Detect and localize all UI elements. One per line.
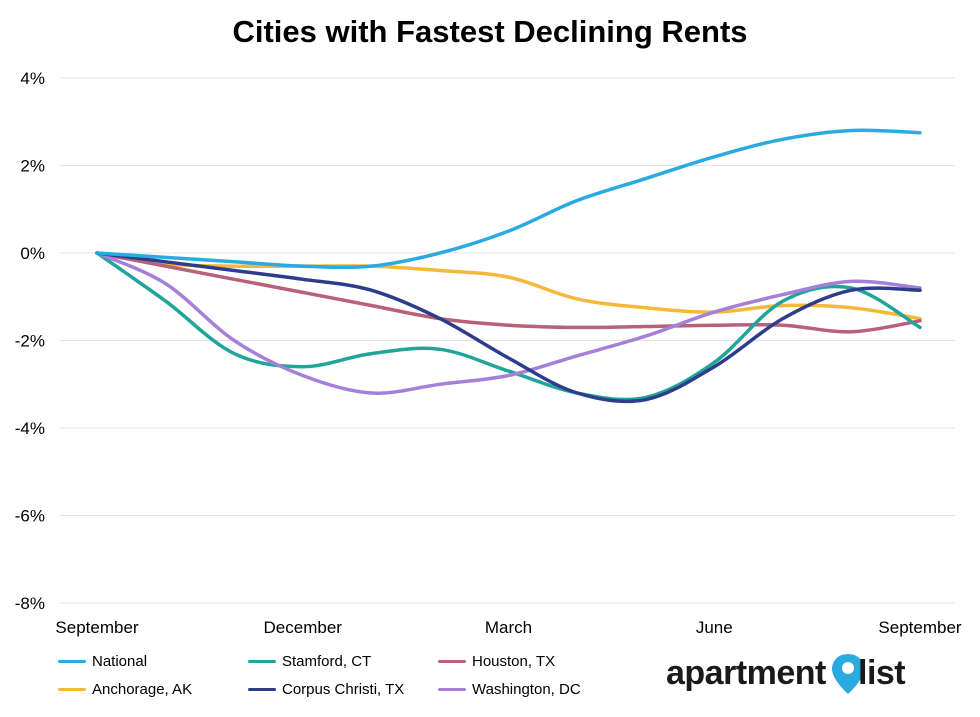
- legend-label-stamford: Stamford, CT: [282, 653, 372, 670]
- y-tick-label: 0%: [20, 244, 45, 263]
- series-line-stamford-ct: [95, 251, 922, 402]
- legend: National Stamford, CT Houston, TX Anchor…: [58, 653, 658, 713]
- logo-word-apartment: apartment: [666, 654, 826, 692]
- legend-label-anchorage: Anchorage, AK: [92, 681, 193, 698]
- series-line-national: [95, 128, 922, 270]
- logo-word-list: list: [858, 654, 906, 692]
- legend-label-washington: Washington, DC: [472, 681, 581, 698]
- series-line-anchorage-ak: [95, 251, 922, 321]
- y-tick-label: 2%: [20, 157, 45, 176]
- legend-label-houston: Houston, TX: [472, 653, 556, 670]
- y-tick-label: -8%: [15, 594, 45, 613]
- legend-item-washington: Washington, DC: [438, 681, 581, 698]
- series-line-washington-dc: [95, 251, 922, 395]
- legend-swatch-washington: [438, 688, 466, 691]
- chart-title: Cities with Fastest Declining Rents: [232, 14, 748, 49]
- map-pin-icon: [832, 654, 864, 694]
- x-tick-label: March: [485, 618, 532, 637]
- y-tick-label: -4%: [15, 419, 45, 438]
- legend-swatch-national: [58, 660, 86, 663]
- legend-item-national: National: [58, 653, 147, 670]
- x-tick-label: September: [878, 618, 961, 637]
- series-line-corpus-christi-tx: [95, 251, 922, 404]
- y-tick-label: -6%: [15, 507, 45, 526]
- legend-item-anchorage: Anchorage, AK: [58, 681, 192, 698]
- legend-swatch-stamford: [248, 660, 276, 663]
- legend-item-corpus-christi: Corpus Christi, TX: [248, 681, 404, 698]
- legend-label-corpus-christi: Corpus Christi, TX: [282, 681, 405, 698]
- legend-label-national: National: [92, 653, 148, 670]
- x-tick-label: September: [55, 618, 138, 637]
- legend-swatch-corpus-christi: [248, 688, 276, 691]
- legend-swatch-houston: [438, 660, 466, 663]
- apartment-list-logo: apartment list: [666, 650, 926, 700]
- legend-item-houston: Houston, TX: [438, 653, 555, 670]
- legend-swatch-anchorage: [58, 688, 86, 691]
- y-tick-label: 4%: [20, 69, 45, 88]
- x-tick-label: December: [264, 618, 343, 637]
- legend-item-stamford: Stamford, CT: [248, 653, 371, 670]
- x-tick-label: June: [696, 618, 733, 637]
- y-tick-label: -2%: [15, 332, 45, 351]
- series-line-houston-tx: [95, 251, 922, 334]
